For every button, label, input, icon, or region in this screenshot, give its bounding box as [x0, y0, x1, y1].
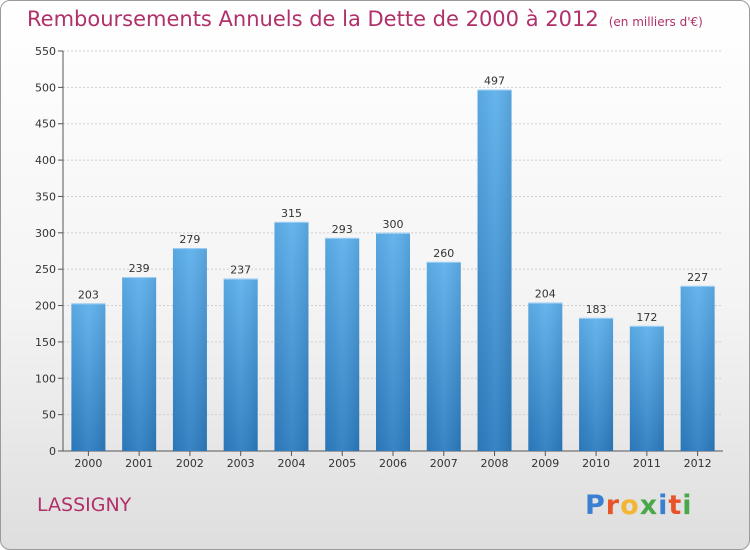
y-tick-label: 500 [35, 81, 56, 94]
bar-shade [172, 248, 207, 451]
y-tick-label: 250 [35, 263, 56, 276]
data-label: 204 [535, 288, 556, 301]
y-tick-label: 150 [35, 336, 56, 349]
y-tick-label: 300 [35, 227, 56, 240]
bar-shade [426, 261, 461, 451]
logo-letter: t [668, 490, 683, 521]
y-tick-label: 50 [42, 409, 56, 422]
data-label: 293 [332, 223, 353, 236]
x-tick-label: 2001 [125, 457, 153, 470]
bar-shade [376, 232, 410, 451]
chart-title: Remboursements Annuels de la Dette de 20… [27, 7, 599, 31]
y-tick-label: 0 [49, 445, 56, 458]
city-name: LASSIGNY [37, 494, 132, 516]
bar-shade [71, 303, 106, 451]
data-label: 227 [687, 271, 708, 284]
data-label: 497 [484, 75, 505, 88]
bar-shade [274, 221, 309, 451]
data-labels: 203 239 279 237 315 293 300 260 497 204 183 172 227 [78, 75, 708, 324]
x-tick-label: 2006 [379, 457, 407, 470]
y-tick-label: 200 [35, 300, 56, 313]
x-tick-label: 2012 [684, 457, 712, 470]
data-label: 260 [433, 247, 454, 260]
x-tick-label: 2002 [176, 457, 204, 470]
x-tick-label: 2008 [481, 457, 509, 470]
data-label: 203 [78, 288, 99, 301]
logo-letter: r [605, 490, 621, 521]
bar-shade [477, 89, 512, 451]
y-tick-label: 100 [35, 372, 56, 385]
x-tick-label: 2007 [430, 457, 458, 470]
y-tick-label: 400 [35, 154, 56, 167]
bar-shade [325, 237, 360, 451]
data-label: 315 [281, 207, 302, 220]
x-tick-label: 2005 [328, 457, 356, 470]
x-tick-label: 2010 [582, 457, 610, 470]
x-tick-label: 2004 [277, 457, 305, 470]
bar-shade [579, 317, 614, 451]
bar-shade [528, 302, 563, 451]
logo-letter: i [658, 490, 669, 521]
logo-letter: i [682, 490, 693, 521]
x-tick-label: 2009 [531, 457, 559, 470]
data-label: 183 [586, 303, 607, 316]
bars [71, 89, 715, 451]
y-tick-label: 350 [35, 190, 56, 203]
data-label: 237 [230, 264, 251, 277]
logo-letter: P [585, 490, 606, 521]
data-label: 300 [383, 218, 404, 231]
proxiti-logo: Proxiti [585, 490, 693, 521]
unit-note: (en milliers d'€) [608, 15, 703, 29]
bar-shade [223, 278, 258, 451]
logo-letter: o [620, 490, 640, 521]
data-label: 279 [179, 233, 200, 246]
x-tick-label: 2011 [633, 457, 661, 470]
data-label: 239 [129, 262, 150, 275]
bar-shade [122, 277, 157, 451]
x-tick-label: 2000 [74, 457, 102, 470]
bar-shade [629, 325, 664, 451]
bar-shade [680, 285, 715, 451]
chart-title-block: Remboursements Annuels de la Dette de 20… [27, 7, 703, 31]
x-tick-label: 2003 [227, 457, 255, 470]
y-tick-label: 450 [35, 118, 56, 131]
data-label: 172 [636, 311, 657, 324]
y-tick-label: 550 [35, 45, 56, 58]
logo-letter: x [639, 490, 659, 521]
